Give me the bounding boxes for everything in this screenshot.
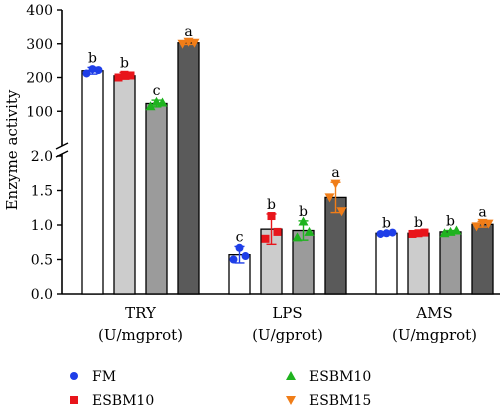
y-tick-label-upper: 200 xyxy=(26,71,53,87)
data-point xyxy=(94,66,103,75)
y-tick-label-lower: 1.0 xyxy=(31,218,53,234)
bar xyxy=(471,223,494,295)
data-point xyxy=(82,69,91,78)
y-tick-label-upper: 300 xyxy=(26,37,53,53)
data-point xyxy=(229,255,238,264)
data-point xyxy=(145,101,156,111)
data-point xyxy=(267,212,276,221)
legend-marker xyxy=(286,396,296,405)
y-axis-title: Enzyme activity xyxy=(3,89,21,210)
data-point xyxy=(382,229,391,238)
bar xyxy=(439,231,462,295)
data-point xyxy=(126,71,135,80)
bar xyxy=(113,75,136,295)
legend: FM ESBM10 ESBM10 ESBM15 xyxy=(70,369,371,409)
data-point xyxy=(114,73,123,82)
significance-letter: b xyxy=(414,215,423,231)
data-point xyxy=(451,225,462,235)
data-point xyxy=(324,193,335,203)
significance-letter: b xyxy=(267,197,276,213)
significance-letter: a xyxy=(331,165,339,181)
bar xyxy=(177,42,200,295)
bar xyxy=(145,102,168,295)
category-label: LPS xyxy=(272,304,302,322)
data-point xyxy=(151,96,162,106)
data-point xyxy=(273,227,282,236)
category-label: AMS xyxy=(415,304,452,322)
legend-marker xyxy=(286,371,296,380)
data-point xyxy=(292,232,303,242)
significance-letter: b xyxy=(120,55,129,71)
bar xyxy=(407,232,430,295)
legend-marker xyxy=(70,372,78,380)
y-tick-label-lower: 1.5 xyxy=(31,184,53,200)
significance-letter: b xyxy=(88,50,97,66)
data-point xyxy=(420,228,429,237)
data-point xyxy=(261,234,270,243)
y-tick-label-lower: 0.5 xyxy=(31,253,53,269)
bars xyxy=(81,37,494,295)
data-point xyxy=(330,179,341,189)
data-point xyxy=(471,222,482,232)
data-point xyxy=(177,39,188,49)
data-point xyxy=(304,226,315,236)
y-tick-label-upper: 100 xyxy=(26,104,53,120)
data-point xyxy=(88,65,97,74)
category-unit-label: (U/gprot) xyxy=(252,326,323,344)
data-point xyxy=(376,229,385,238)
data-point xyxy=(241,252,250,261)
y-tick-label-upper: 400 xyxy=(26,3,53,19)
data-point xyxy=(120,70,129,79)
category-unit-label: (U/mgprot) xyxy=(98,326,183,344)
legend-label: ESBM10 xyxy=(309,369,371,385)
axis-break-mark-upper xyxy=(55,142,69,150)
data-point xyxy=(157,97,168,107)
data-point xyxy=(189,38,200,48)
significance-letter: b xyxy=(382,216,391,232)
significance-letter: a xyxy=(478,205,486,221)
data-point xyxy=(483,219,494,229)
legend-marker xyxy=(70,396,78,404)
data-point xyxy=(235,243,244,252)
category-label: TRY xyxy=(125,304,157,322)
data-point xyxy=(336,207,347,217)
labels: b b c a TRY (U/mgprot) c b b a LPS (U/gprot) b b b a AMS… xyxy=(88,24,487,344)
data-point xyxy=(298,216,309,226)
y-tick-label-lower: 0.0 xyxy=(31,287,53,303)
data-point xyxy=(408,229,417,238)
y-tick-label-lower: 2.0 xyxy=(31,149,53,165)
category-unit-label: (U/mgprot) xyxy=(392,326,477,344)
legend-label: FM xyxy=(92,369,116,385)
data-point xyxy=(388,228,397,237)
significance-letter: a xyxy=(184,24,192,40)
data-point xyxy=(414,229,423,238)
significance-letter: c xyxy=(236,229,244,245)
bar xyxy=(81,70,104,295)
legend-label: ESBM15 xyxy=(309,393,371,409)
legend-label: ESBM10 xyxy=(92,393,154,409)
significance-letter: c xyxy=(153,83,161,99)
significance-letter: b xyxy=(299,204,308,220)
bar xyxy=(375,232,398,295)
significance-letter: b xyxy=(446,214,455,230)
